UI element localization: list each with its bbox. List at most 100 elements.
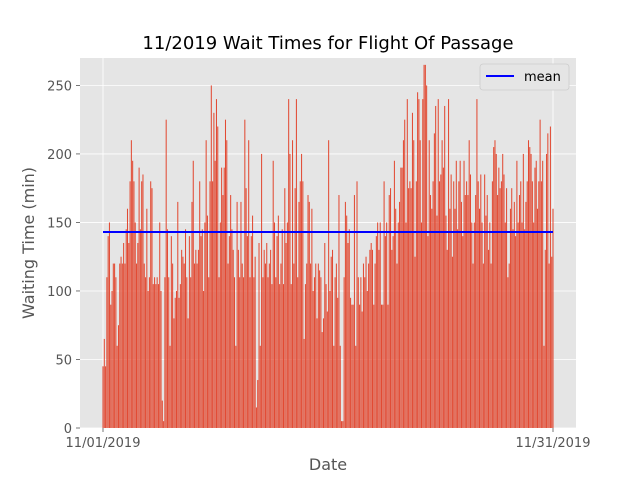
bar <box>102 366 104 428</box>
bar <box>270 249 272 428</box>
bar <box>469 174 471 428</box>
bar <box>215 99 217 428</box>
bar <box>419 140 421 428</box>
bar <box>165 119 167 429</box>
bar <box>373 304 375 428</box>
bar <box>322 318 325 428</box>
bar <box>252 215 254 428</box>
bar <box>455 160 457 428</box>
bar <box>142 174 144 428</box>
bar <box>143 263 145 428</box>
y-axis-ticks: 0 50 100 150 200 250 <box>47 79 80 437</box>
bar <box>352 304 354 428</box>
bar <box>480 174 482 428</box>
bar <box>515 236 517 428</box>
bar <box>356 181 358 428</box>
bar <box>488 249 490 428</box>
bar <box>230 195 232 428</box>
x-tick-label: 11/01/2019 <box>66 436 141 451</box>
bar <box>302 181 304 428</box>
bar <box>214 160 216 428</box>
bar <box>268 263 270 428</box>
bar <box>283 284 285 428</box>
bar <box>475 195 477 428</box>
bar <box>195 249 197 428</box>
bar <box>453 181 455 428</box>
bar <box>123 243 125 428</box>
bar <box>551 256 553 428</box>
bar <box>275 277 277 428</box>
bar <box>208 277 210 428</box>
bar <box>262 277 264 428</box>
y-tick-label: 250 <box>47 79 72 94</box>
bar <box>169 345 171 428</box>
bar <box>462 236 464 428</box>
bar <box>147 290 149 428</box>
bar <box>317 263 319 428</box>
bar <box>383 181 385 428</box>
bar <box>457 229 459 428</box>
bar <box>426 85 428 428</box>
bar <box>522 153 524 429</box>
bar <box>490 263 492 428</box>
bar <box>221 167 223 428</box>
bar <box>390 188 392 428</box>
bar <box>294 188 296 428</box>
bar <box>219 222 221 428</box>
bar <box>527 140 530 428</box>
bar <box>240 201 242 428</box>
bar <box>524 229 526 428</box>
bar <box>448 99 450 428</box>
bar <box>121 263 123 428</box>
bar <box>393 160 395 428</box>
bar <box>549 126 551 428</box>
bar <box>204 222 206 428</box>
bar <box>360 277 362 428</box>
bar <box>460 201 462 428</box>
bar <box>531 181 533 428</box>
y-tick-label: 50 <box>55 353 72 368</box>
bar <box>405 222 407 428</box>
bar <box>444 105 446 429</box>
bar <box>174 297 176 428</box>
bar <box>516 160 518 428</box>
bar <box>343 277 345 428</box>
bar <box>312 290 314 428</box>
bar <box>513 201 515 428</box>
bar <box>371 249 373 428</box>
bar <box>410 188 412 428</box>
bar <box>478 208 481 428</box>
bar <box>259 345 261 428</box>
bar <box>353 195 355 428</box>
bar <box>530 153 532 429</box>
bar <box>535 160 537 428</box>
bar <box>197 249 199 428</box>
bar <box>105 366 107 428</box>
bar <box>232 249 234 428</box>
bar <box>482 263 484 428</box>
bar <box>108 222 110 428</box>
bar <box>481 222 483 428</box>
bar <box>424 64 426 428</box>
bar <box>304 284 306 428</box>
bar <box>196 263 198 428</box>
bar <box>392 236 394 428</box>
bar <box>210 85 212 428</box>
bar <box>126 208 129 428</box>
bar <box>508 263 510 428</box>
bar <box>237 249 239 428</box>
bar <box>152 284 154 428</box>
bar <box>246 236 248 428</box>
bar <box>544 249 546 428</box>
bar <box>235 345 237 428</box>
bar <box>284 188 286 428</box>
bar <box>245 188 247 428</box>
bar <box>115 277 117 428</box>
bar <box>473 222 475 428</box>
bar <box>380 304 383 428</box>
bar <box>431 208 433 428</box>
bar <box>141 181 143 428</box>
bar <box>277 215 279 428</box>
bar <box>320 277 322 428</box>
bar <box>511 188 513 428</box>
